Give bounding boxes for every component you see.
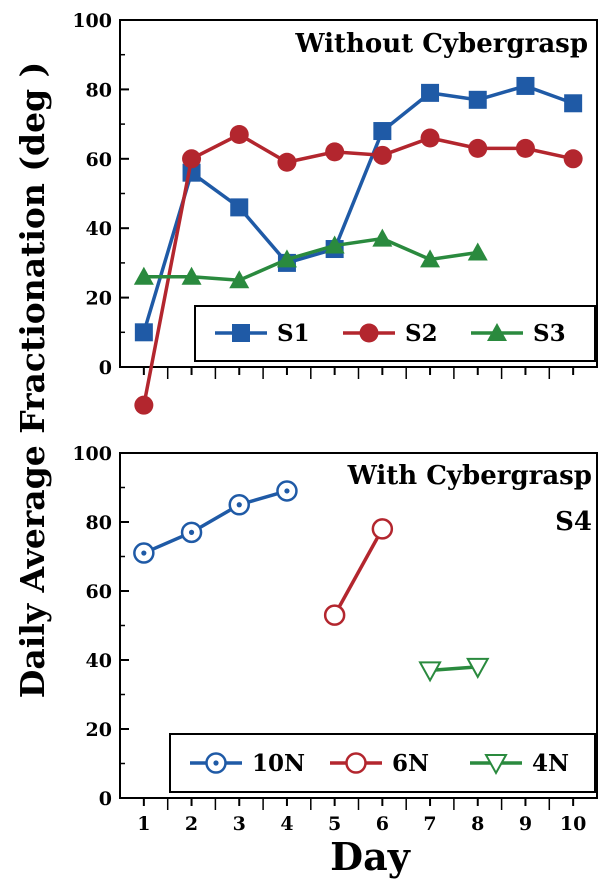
y-tick-label: 20 — [86, 288, 112, 310]
bottom-panel-ticks: 0 20 40 60 80 100 1 2 3 4 5 6 7 8 9 10 — [72, 443, 586, 835]
data-point-s3 — [133, 266, 154, 285]
series-6n — [323, 518, 394, 626]
y-tick-label: 60 — [86, 149, 112, 171]
data-point-10n — [133, 542, 155, 564]
series-s2 — [134, 125, 583, 415]
y-tick-label: 40 — [86, 218, 112, 240]
data-point-s3 — [181, 266, 202, 285]
data-point-s3 — [420, 249, 441, 268]
y-axis-label: Daily Average Fractionation (deg ) — [13, 62, 52, 699]
legend-swatch-marker — [487, 323, 507, 341]
x-tick-label: 1 — [137, 813, 150, 835]
series-s1 — [134, 76, 583, 342]
y-tick-label: 40 — [86, 650, 112, 672]
legend-swatch-marker — [232, 324, 250, 342]
series-line-10n — [143, 489, 288, 555]
y-tick-label: 0 — [99, 357, 112, 379]
legend-entry-4n: 4N — [470, 750, 569, 777]
x-tick-label: 5 — [328, 813, 341, 835]
series-10n — [133, 480, 298, 564]
legend-label: S3 — [533, 320, 566, 347]
legend-label: 6N — [392, 750, 429, 777]
top-panel-without-cybergrasp: 0 20 40 60 80 100 Without Cybergrasp S1 S2 S3 — [72, 10, 598, 415]
data-point-s2 — [420, 128, 440, 148]
series-line-6n — [333, 528, 384, 616]
bottom-panel-series — [133, 480, 490, 683]
bottom-panel-title: With Cybergrasp — [347, 461, 592, 491]
data-point-s2 — [134, 395, 154, 415]
data-point-6n — [371, 518, 394, 540]
data-point-s2 — [468, 138, 488, 158]
x-tick-label: 8 — [471, 813, 484, 835]
series-line-s3 — [143, 236, 479, 283]
data-point-s3 — [467, 242, 488, 261]
x-tick-label: 3 — [233, 813, 246, 835]
series-line-4n — [429, 665, 478, 673]
data-point-s2 — [277, 152, 297, 172]
data-point-s1 — [421, 83, 440, 102]
series-line-s2 — [142, 132, 574, 406]
bottom-panel-legend: 10N 6N 4N — [169, 733, 596, 793]
x-tick-label: 7 — [423, 813, 436, 835]
data-point-s1 — [564, 94, 583, 113]
data-point-4n — [466, 657, 490, 679]
legend-label: 4N — [532, 750, 569, 777]
data-point-s2 — [515, 138, 535, 158]
series-line-s1 — [142, 84, 574, 333]
data-point-s1 — [468, 90, 487, 109]
series-4n — [418, 657, 490, 683]
legend-swatch-marker — [359, 323, 379, 343]
data-point-s1 — [373, 122, 392, 141]
y-tick-label: 80 — [86, 79, 112, 101]
legend-swatch-marker — [345, 752, 367, 774]
legend-entry-6n: 6N — [330, 750, 429, 777]
x-tick-label: 2 — [185, 813, 198, 835]
data-point-6n — [323, 604, 346, 626]
x-tick-label: 4 — [280, 813, 293, 835]
x-tick-label: 9 — [519, 813, 532, 835]
x-axis-label: Day — [330, 834, 411, 879]
top-panel-series — [133, 76, 583, 415]
y-tick-label: 0 — [99, 788, 112, 810]
data-point-s3 — [276, 249, 297, 268]
data-point-s2 — [229, 125, 249, 145]
y-tick-label: 80 — [86, 512, 112, 534]
y-tick-label: 60 — [86, 581, 112, 603]
legend-entry-s1: S1 — [215, 320, 310, 347]
bottom-panel-subtitle: S4 — [555, 507, 592, 537]
y-tick-label: 100 — [72, 10, 112, 32]
legend-entry-10n: 10N — [190, 750, 305, 777]
top-panel-legend: S1 S2 S3 — [194, 305, 596, 362]
top-panel-ticks: 0 20 40 60 80 100 — [72, 10, 575, 379]
legend-swatch-marker — [484, 754, 508, 776]
data-point-s3 — [372, 228, 393, 247]
data-point-s3 — [324, 235, 345, 254]
data-point-s1 — [516, 76, 535, 95]
legend-entry-s2: S2 — [343, 320, 438, 347]
data-point-s2 — [182, 149, 202, 169]
data-point-s3 — [229, 270, 250, 289]
data-point-4n — [418, 661, 442, 683]
data-point-s2 — [325, 142, 345, 162]
data-point-s1 — [230, 198, 249, 217]
data-point-s1 — [134, 323, 153, 342]
top-panel-title: Without Cybergrasp — [294, 29, 588, 59]
data-point-10n — [276, 480, 298, 502]
series-s3 — [133, 228, 488, 289]
y-tick-label: 100 — [72, 443, 112, 465]
data-point-10n — [228, 494, 250, 516]
y-tick-label: 20 — [86, 719, 112, 741]
legend-swatch-marker — [205, 752, 227, 774]
data-point-10n — [180, 521, 203, 544]
x-tick-label: 6 — [376, 813, 389, 835]
legend-entry-s3: S3 — [471, 320, 566, 347]
legend-label: S2 — [405, 320, 438, 347]
x-tick-label: 10 — [560, 813, 586, 835]
data-point-s2 — [372, 145, 392, 165]
data-point-s2 — [563, 149, 583, 169]
legend-label: S1 — [277, 320, 310, 347]
legend-label: 10N — [252, 750, 305, 777]
